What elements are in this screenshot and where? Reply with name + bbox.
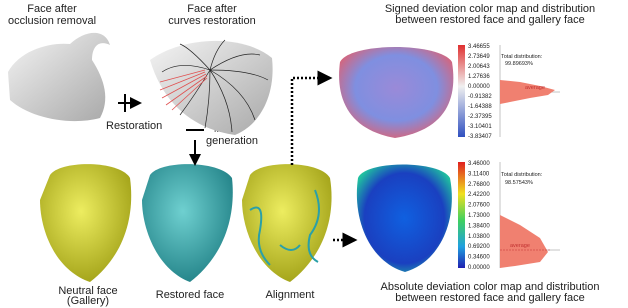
neutral-face — [40, 164, 131, 282]
alignment-face — [242, 164, 332, 282]
figure: Face afterocclusion removal Face aftercu… — [0, 0, 628, 308]
scale-label: 1.27636 — [468, 74, 490, 80]
total-value: 98.57543% — [505, 180, 533, 186]
occlusion-face — [8, 33, 110, 121]
scale-label: 0.00000 — [468, 84, 490, 90]
alignment-label: Alignment — [266, 289, 315, 301]
scale-label: 0.69200 — [468, 244, 490, 250]
scale-label: 2.42200 — [468, 192, 490, 198]
curves-face — [150, 41, 273, 135]
scale-label: 2.73649 — [468, 54, 490, 60]
scale-label: 3.46000 — [468, 161, 490, 167]
scale-label: 2.76800 — [468, 182, 490, 188]
scale-label: -3.10401 — [468, 124, 492, 130]
scale-label: -1.64388 — [468, 104, 492, 110]
restored-face — [142, 164, 233, 282]
scale-label: 0.34600 — [468, 255, 490, 261]
restoration-label: Restoration — [106, 120, 162, 132]
neutral-face-label: Neutral face(Gallery) — [58, 285, 117, 307]
absolute-title: Absolute deviation color map and distrib… — [381, 281, 600, 304]
scale-label: 1.73000 — [468, 213, 490, 219]
signed-map — [339, 47, 453, 138]
total-value: 99.89693% — [505, 61, 533, 67]
scale-label: 1.38400 — [468, 223, 490, 229]
colorbar — [458, 162, 465, 268]
signed-title: Signed deviation color map and distribut… — [385, 3, 595, 26]
average: average — [525, 85, 545, 91]
absolute-map — [357, 165, 452, 273]
scale-label: -0.91382 — [468, 94, 492, 100]
restored-face-label: Restored face — [156, 289, 224, 301]
scale-label: -2.37395 — [468, 114, 492, 120]
scale-label: 1.03800 — [468, 234, 490, 240]
colorbar — [458, 45, 465, 137]
average: average — [510, 243, 530, 249]
scale-label: 2.07600 — [468, 203, 490, 209]
scale-label: 2.00643 — [468, 64, 490, 70]
scale-label: -3.83407 — [468, 134, 492, 140]
faces — [8, 33, 453, 282]
total-label: Total distribution: — [501, 54, 543, 60]
scale-label: 3.11400 — [468, 171, 490, 177]
scale-label: 0.00000 — [468, 265, 490, 271]
total-label: Total distribution: — [501, 172, 543, 178]
histogram — [500, 215, 548, 268]
histogram — [500, 80, 555, 104]
scale-label: 3.46655 — [468, 44, 490, 50]
